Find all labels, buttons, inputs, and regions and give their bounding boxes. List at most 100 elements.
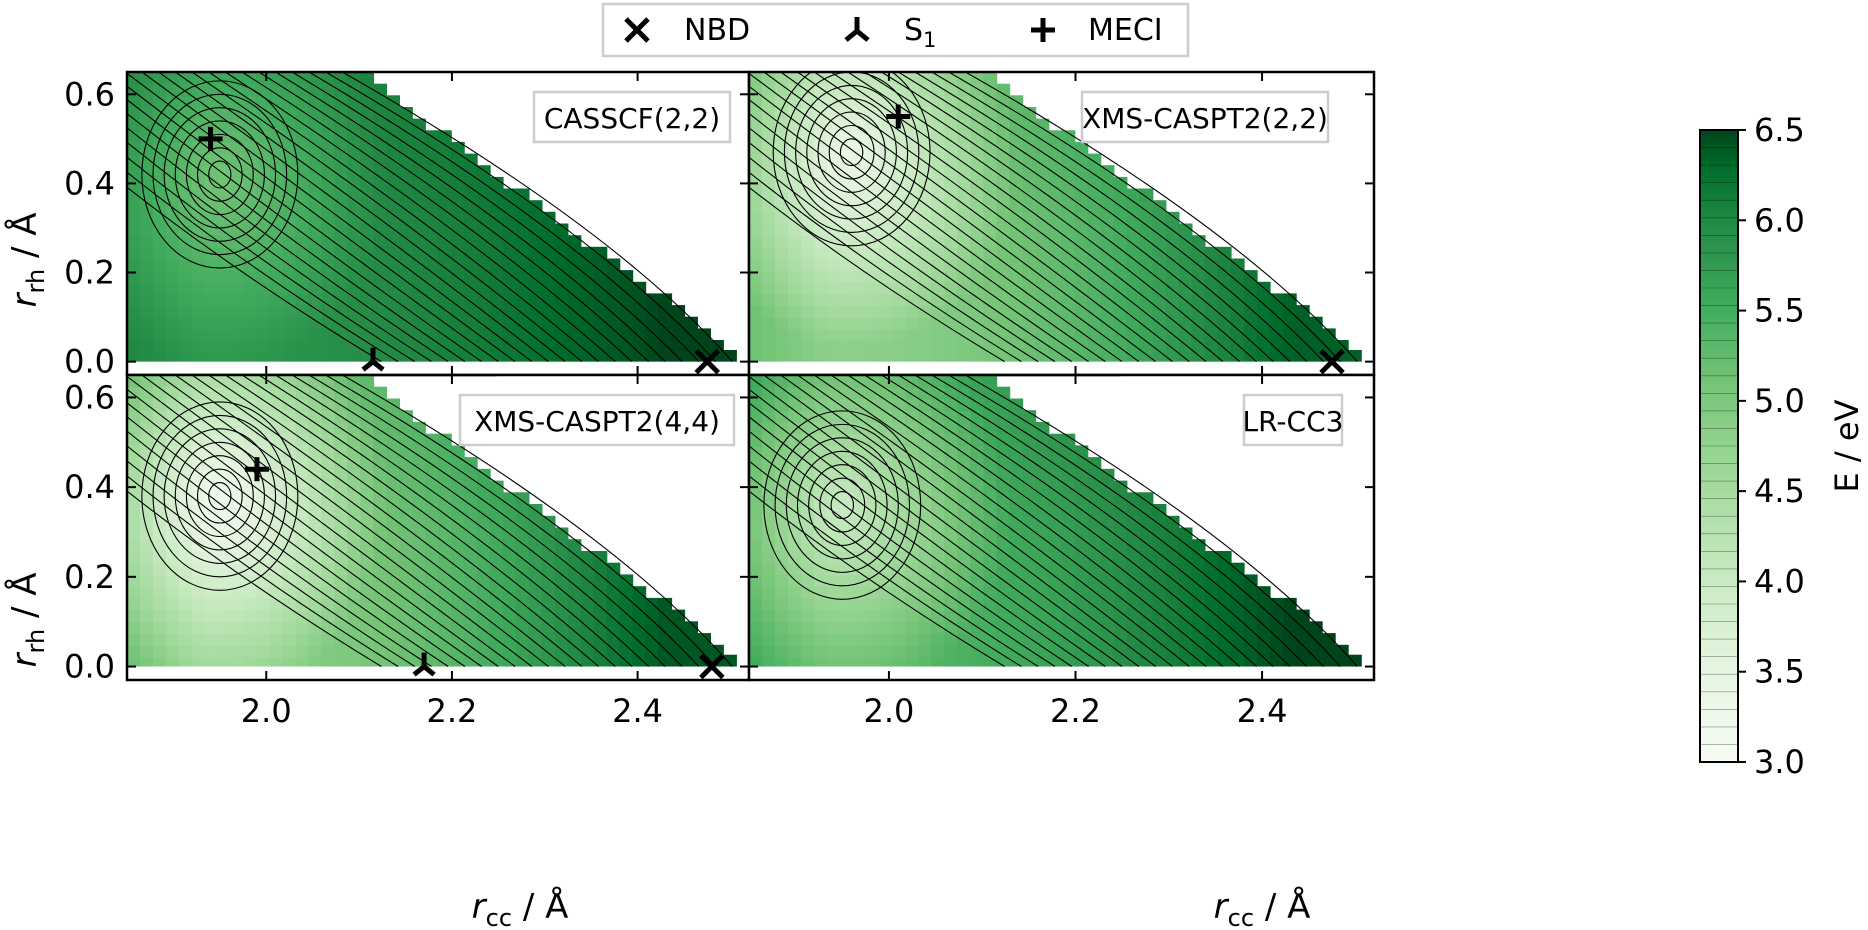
heat-cell bbox=[658, 340, 673, 353]
heat-cell bbox=[762, 305, 776, 318]
heat-cell bbox=[983, 350, 998, 363]
heat-cell bbox=[269, 421, 284, 435]
contour-ring bbox=[141, 80, 299, 269]
heat-cell bbox=[593, 258, 608, 271]
heat-cell bbox=[1282, 328, 1297, 341]
heat-cell bbox=[788, 270, 802, 283]
heat-cell bbox=[957, 305, 972, 318]
heat-cell bbox=[191, 386, 206, 400]
heat-cell bbox=[334, 597, 349, 611]
heat-cell bbox=[373, 281, 387, 295]
heat-cell bbox=[1139, 551, 1154, 564]
heat-cell bbox=[762, 176, 776, 190]
heat-cell bbox=[749, 504, 763, 517]
heat-cell bbox=[1100, 281, 1115, 295]
heat-cell bbox=[269, 445, 284, 458]
heat-cell bbox=[1269, 328, 1284, 341]
heat-cell bbox=[243, 211, 258, 225]
heat-cell bbox=[606, 609, 621, 623]
heat-cell bbox=[140, 350, 154, 363]
heat-cell bbox=[801, 293, 815, 306]
contour-line bbox=[749, 141, 1056, 363]
heat-cell bbox=[1061, 609, 1076, 623]
heat-cell bbox=[476, 586, 491, 599]
heat-cell bbox=[425, 574, 439, 587]
heat-cell bbox=[282, 305, 297, 318]
heat-cell bbox=[814, 293, 828, 306]
heat-cell bbox=[191, 551, 206, 564]
heat-cell bbox=[879, 574, 893, 587]
undefined-strip bbox=[127, 666, 749, 680]
heat-cell bbox=[140, 293, 154, 306]
heat-cell bbox=[801, 574, 815, 587]
heat-cell bbox=[308, 654, 323, 668]
panel-title: CASSCF(2,2) bbox=[544, 102, 720, 135]
heat-cell bbox=[866, 633, 880, 646]
heat-cell bbox=[399, 293, 413, 306]
heat-cell bbox=[671, 328, 686, 341]
heat-cell bbox=[1126, 597, 1141, 611]
heat-cell bbox=[905, 328, 920, 341]
heat-cell bbox=[127, 504, 141, 517]
heat-cell bbox=[321, 386, 336, 400]
heat-cell bbox=[944, 316, 959, 330]
heat-cell bbox=[347, 246, 362, 260]
heat-cell bbox=[775, 633, 789, 646]
heat-cell bbox=[749, 316, 763, 330]
heat-cell bbox=[295, 574, 310, 587]
heat-cell bbox=[178, 445, 193, 458]
heat-cell bbox=[1204, 551, 1219, 564]
heat-cell bbox=[1035, 551, 1050, 564]
heat-cell bbox=[412, 433, 426, 447]
heat-cell bbox=[996, 223, 1011, 236]
heat-cell bbox=[1035, 188, 1050, 201]
heat-cell bbox=[308, 153, 323, 167]
heat-cell bbox=[1308, 644, 1323, 658]
heat-cell bbox=[217, 586, 232, 599]
heat-cell bbox=[879, 527, 893, 540]
heat-cell bbox=[1061, 597, 1076, 611]
heat-cell bbox=[295, 340, 310, 353]
heat-cell bbox=[140, 83, 154, 97]
heat-cell bbox=[996, 597, 1011, 611]
heat-cell bbox=[801, 305, 815, 318]
heat-cell bbox=[243, 176, 258, 190]
heat-cell bbox=[127, 597, 141, 611]
heat-cell bbox=[360, 457, 375, 470]
contour-line bbox=[127, 171, 399, 363]
heat-cell bbox=[1204, 328, 1219, 341]
contour-line bbox=[127, 388, 499, 667]
contour-line bbox=[325, 72, 717, 362]
contour-line bbox=[847, 375, 1241, 667]
heat-cell bbox=[127, 562, 141, 576]
heat-cell bbox=[879, 633, 893, 646]
heat-cell bbox=[295, 153, 310, 167]
heat-cell bbox=[308, 200, 323, 213]
heat-cell bbox=[1074, 316, 1089, 330]
heat-cell bbox=[983, 165, 998, 178]
heat-cell bbox=[1035, 433, 1050, 447]
heat-cell bbox=[502, 597, 517, 611]
heat-cell bbox=[905, 504, 920, 517]
heat-cell bbox=[425, 468, 439, 482]
heat-cell bbox=[502, 270, 517, 283]
heat-cell bbox=[892, 457, 906, 470]
contour-line bbox=[174, 72, 566, 363]
heat-cell bbox=[127, 130, 141, 143]
heat-cell bbox=[892, 188, 906, 201]
heat-cell bbox=[438, 350, 452, 363]
heat-cell bbox=[165, 539, 180, 552]
heat-cell bbox=[489, 188, 504, 201]
heat-cell bbox=[827, 293, 841, 306]
contour-line bbox=[308, 72, 700, 362]
heat-cell bbox=[697, 633, 711, 646]
heat-cell bbox=[905, 644, 920, 658]
heat-cell bbox=[554, 562, 569, 576]
heat-cell bbox=[957, 258, 972, 271]
heat-cell bbox=[1269, 305, 1284, 318]
heat-cell bbox=[425, 246, 439, 260]
heat-cell bbox=[476, 235, 491, 248]
heat-cell bbox=[373, 293, 387, 306]
contour-ring bbox=[141, 401, 299, 591]
heat-cell bbox=[1178, 621, 1193, 634]
